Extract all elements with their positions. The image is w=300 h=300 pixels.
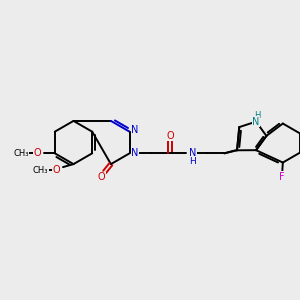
Text: H: H [254, 111, 261, 120]
Text: H: H [189, 157, 196, 166]
Text: N: N [252, 117, 260, 127]
Text: O: O [98, 172, 105, 182]
Text: O: O [34, 148, 41, 158]
Text: N: N [131, 125, 139, 135]
Text: N: N [189, 148, 196, 158]
Text: CH₃: CH₃ [14, 149, 29, 158]
Text: O: O [53, 165, 61, 175]
Text: O: O [166, 130, 174, 141]
Text: CH₃: CH₃ [33, 166, 48, 175]
Text: N: N [131, 148, 139, 158]
Text: F: F [279, 172, 285, 182]
